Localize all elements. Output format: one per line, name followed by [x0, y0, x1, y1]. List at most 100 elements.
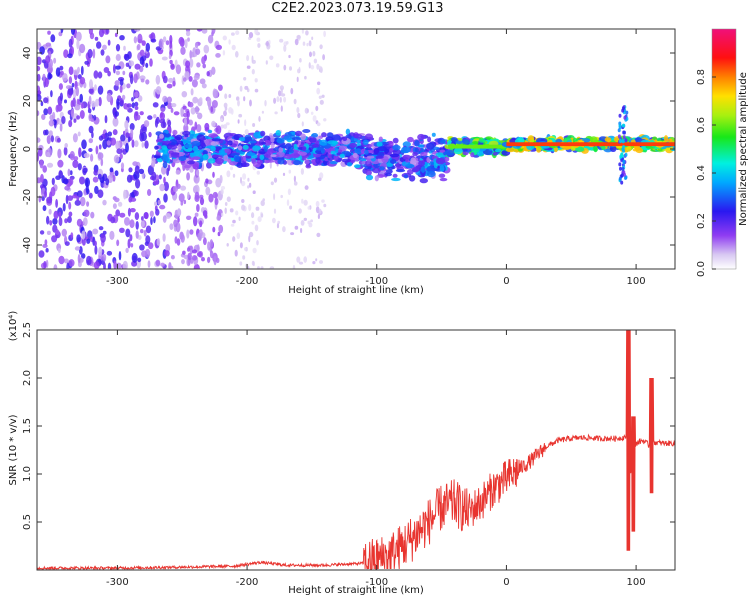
- heatmap-cell: [161, 145, 168, 150]
- heatmap-cell: [91, 131, 94, 139]
- heatmap-cell: [297, 112, 301, 119]
- heatmap-cell: [112, 117, 119, 127]
- heatmap-cell: [431, 155, 439, 160]
- heatmap-cell: [154, 155, 161, 159]
- heatmap-cell: [625, 110, 629, 115]
- heatmap-cell: [300, 228, 303, 233]
- heatmap-cell: [171, 103, 177, 108]
- heatmap-cell: [183, 199, 187, 205]
- heatmap-cell: [120, 98, 124, 106]
- heatmap-cell: [601, 145, 606, 151]
- heatmap-cell: [163, 181, 169, 192]
- heatmap-cell: [73, 118, 77, 123]
- heatmap-cell: [88, 192, 93, 199]
- heatmap-cell: [189, 166, 194, 173]
- heatmap-cell: [365, 160, 373, 167]
- heatmap-cell: [71, 82, 75, 88]
- snr-y-axis-label: SNR (10 * v/v): [8, 414, 19, 485]
- heatmap-cell: [199, 78, 206, 85]
- heatmap-cell: [212, 226, 216, 233]
- heatmap-cell: [73, 69, 80, 76]
- heatmap-cell: [118, 251, 122, 261]
- heatmap-cell: [400, 149, 409, 154]
- heatmap-cell: [251, 260, 255, 266]
- heatmap-cell: [46, 230, 51, 235]
- heatmap-cell: [229, 166, 234, 171]
- heatmap-cell: [371, 167, 381, 174]
- heatmap-cell: [137, 257, 142, 263]
- heatmap-cell: [144, 212, 149, 220]
- heatmap-cell: [622, 159, 626, 164]
- heatmap-cell: [114, 111, 120, 117]
- heatmap-cell: [270, 181, 274, 186]
- heatmap-cell: [126, 103, 133, 108]
- heatmap-cell: [37, 137, 41, 143]
- heatmap-cell: [305, 164, 312, 169]
- heatmap-cell: [216, 257, 220, 264]
- heatmap-cell: [139, 49, 145, 57]
- heatmap-cell: [55, 229, 60, 235]
- heatmap-cell: [155, 208, 160, 216]
- heatmap-cell: [229, 161, 239, 166]
- heatmap-cell: [207, 97, 212, 107]
- heatmap-cell: [286, 199, 290, 207]
- heatmap-cell: [234, 249, 238, 257]
- heatmap-cell: [187, 252, 192, 261]
- heatmap-cell: [131, 139, 135, 148]
- heatmap-cell: [44, 190, 47, 198]
- heatmap-cell: [390, 159, 397, 164]
- heatmap-cell: [231, 44, 236, 51]
- colorbar-tick-label: 0.0: [696, 261, 707, 277]
- heatmap-cell: [70, 29, 76, 35]
- heatmap-cell: [105, 178, 110, 186]
- heatmap-cell: [199, 158, 204, 162]
- heatmap-cell: [125, 247, 129, 253]
- heatmap-cell: [196, 170, 200, 176]
- heatmap-cell: [46, 135, 51, 145]
- heatmap-cell: [257, 266, 260, 269]
- heatmap-cell: [88, 125, 94, 134]
- heatmap-cell: [98, 144, 102, 150]
- heatmap-cell: [52, 218, 58, 225]
- heatmap-cell: [260, 130, 266, 137]
- heatmap-cell: [82, 167, 88, 173]
- heatmap-cell: [236, 232, 241, 240]
- heatmap-cell: [215, 125, 222, 135]
- heatmap-cell: [64, 143, 68, 148]
- heatmap-cell: [145, 62, 149, 68]
- heatmap-cell: [196, 251, 203, 257]
- heatmap-cell: [37, 94, 42, 102]
- heatmap-cell: [187, 191, 190, 199]
- heatmap-cell: [78, 147, 82, 158]
- snr-x-tick-label: -200: [236, 577, 259, 588]
- heatmap-cell: [167, 119, 172, 127]
- heatmap-cell: [244, 119, 247, 127]
- heatmap-cell: [249, 140, 257, 144]
- snr-x-tick-label: -300: [106, 577, 129, 588]
- heatmap-cell: [39, 230, 45, 235]
- heatmap-cell: [246, 152, 256, 156]
- heatmap-cell: [135, 221, 139, 230]
- heatmap-cell: [119, 78, 124, 86]
- heatmap-cell: [338, 149, 343, 154]
- heatmap-cell: [254, 224, 259, 232]
- heatmap-cell: [183, 77, 187, 82]
- heatmap-cell: [98, 96, 102, 107]
- heatmap-cell: [59, 65, 64, 71]
- heatmap-cell: [437, 154, 446, 158]
- heatmap-cell: [119, 227, 125, 233]
- heatmap-cell: [136, 114, 141, 121]
- snr-x-tick-label: 100: [627, 577, 646, 588]
- heatmap-cell: [235, 30, 240, 35]
- heatmap-x-tick-label: -200: [236, 276, 259, 287]
- heatmap-cell: [107, 70, 111, 77]
- heatmap-cell: [147, 189, 152, 196]
- heatmap-cell: [144, 140, 149, 149]
- heatmap-cell: [90, 153, 94, 162]
- heatmap-cell: [116, 98, 120, 106]
- heatmap-cell: [352, 152, 358, 159]
- heatmap-cell: [315, 105, 319, 112]
- heatmap-cell: [617, 134, 621, 139]
- heatmap-cell: [226, 170, 231, 178]
- heatmap-cell: [100, 49, 105, 56]
